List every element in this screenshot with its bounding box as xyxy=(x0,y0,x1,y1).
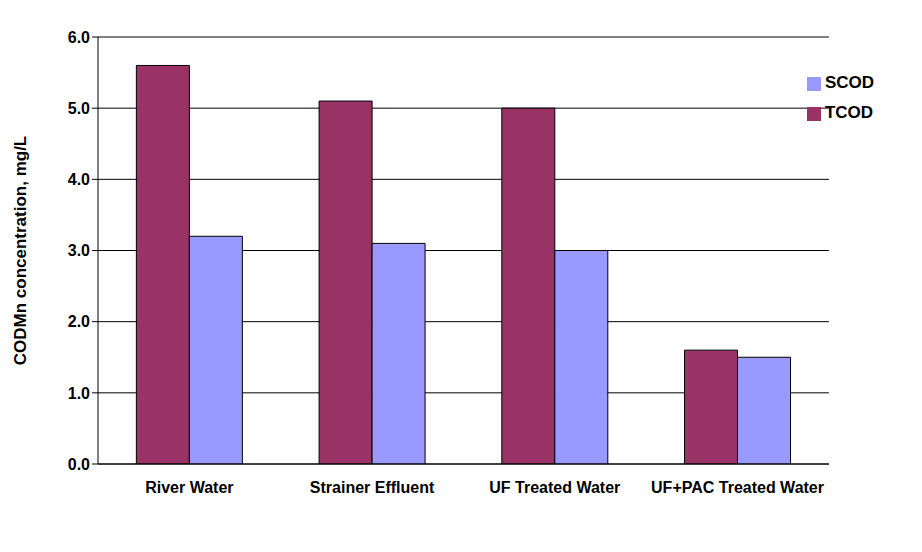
svg-text:2.0: 2.0 xyxy=(68,313,90,330)
svg-text:1.0: 1.0 xyxy=(68,385,90,402)
svg-text:3.0: 3.0 xyxy=(68,242,90,259)
html-text:TCOD: TCOD xyxy=(824,103,873,122)
svg-text:CODMn concentration, mg/L: CODMn concentration, mg/L xyxy=(11,136,30,366)
svg-text:UF Treated Water: UF Treated Water xyxy=(489,479,620,496)
svg-text:0.0: 0.0 xyxy=(68,456,90,473)
svg-text:Strainer Effluent: Strainer Effluent xyxy=(310,479,435,496)
svg-text:UF+PAC Treated Water: UF+PAC Treated Water xyxy=(651,479,824,496)
svg-text:4.0: 4.0 xyxy=(68,171,90,188)
html-text:SCOD: SCOD xyxy=(824,73,874,92)
svg-text:6.0: 6.0 xyxy=(68,29,90,46)
svg-text:5.0: 5.0 xyxy=(68,100,90,117)
svg-text:River Water: River Water xyxy=(145,479,233,496)
